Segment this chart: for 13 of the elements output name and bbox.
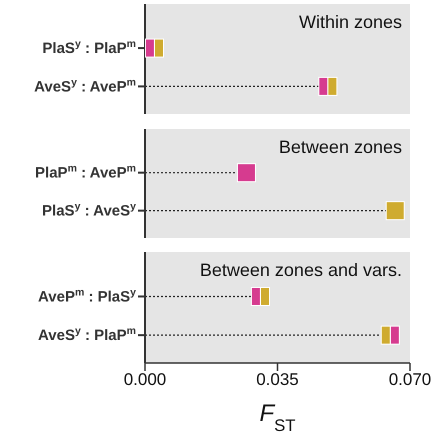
chart-title: Between zones [278,137,402,158]
x-axis-title: F$_{ST}$ [259,400,296,434]
chart-title: Between zones and vars. [200,260,402,281]
y-tick-label: AveP$^{m}$ : PlaS$^{y}$ [38,286,136,306]
x-tick-label: 0.070 [388,370,432,390]
y-tick-label: PlaP$^{m}$ : AveP$^{m}$ [35,162,136,182]
chart-title: Within zones [298,12,402,33]
x-tick-label: 0.000 [124,370,166,390]
y-tick-label: AveS$^{y}$ : AveP$^{m}$ [34,76,136,96]
y-tick-label: PlaS$^{y}$ : PlaP$^{m}$ [42,38,136,58]
x-tick-label: 0.035 [256,370,299,390]
y-tick-label: PlaS$^{y}$ : AveS$^{y}$ [42,200,136,220]
y-tick-label: AveS$^{y}$ : PlaP$^{m}$ [38,325,136,344]
